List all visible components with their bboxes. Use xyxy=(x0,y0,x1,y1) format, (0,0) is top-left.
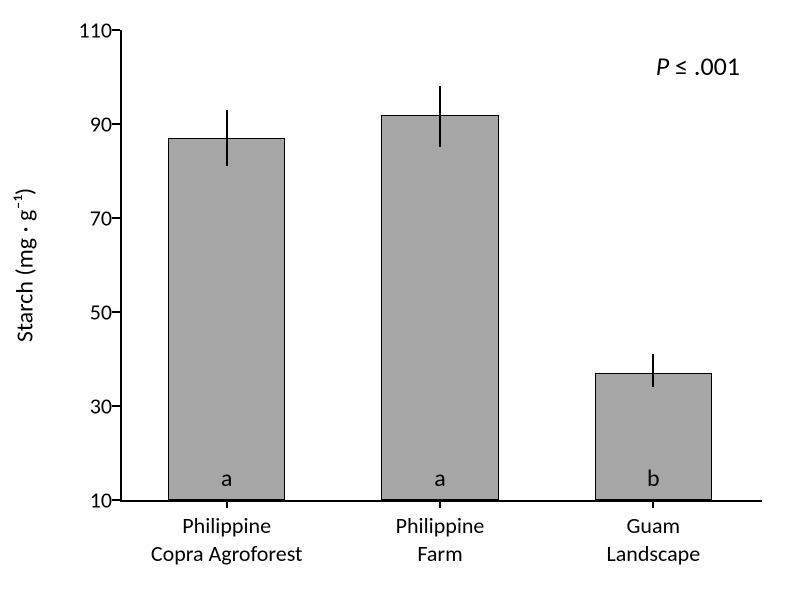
y-tick-label: 10 xyxy=(90,487,112,514)
y-axis-title: Starch (mg · g⁻¹) xyxy=(11,188,40,342)
error-bar xyxy=(652,354,654,387)
x-tick-label: Philippine Copra Agroforest xyxy=(151,512,303,567)
error-bar xyxy=(226,110,228,166)
x-tick-mark xyxy=(439,500,441,508)
p-value-annotation: P ≤ .001 xyxy=(656,50,740,82)
y-tick-label: 70 xyxy=(90,205,112,232)
y-tick-label: 110 xyxy=(79,17,112,44)
group-letter: b xyxy=(647,464,660,493)
group-letter: a xyxy=(221,464,233,493)
error-bar xyxy=(439,86,441,147)
p-value-prefix: P xyxy=(656,50,669,82)
y-tick-label: 30 xyxy=(90,393,112,420)
group-letter: a xyxy=(434,464,446,493)
y-tick-label: 50 xyxy=(90,299,112,326)
bar xyxy=(381,115,498,500)
x-tick-mark xyxy=(226,500,228,508)
starch-bar-chart: Starch (mg · g⁻¹) P ≤ .001 10 30 50 70 90 110… xyxy=(0,0,800,606)
y-tick-mark xyxy=(112,499,120,501)
x-tick-mark xyxy=(652,500,654,508)
y-tick-label: 90 xyxy=(90,111,112,138)
y-tick-mark xyxy=(112,29,120,31)
x-tick-label: Philippine Farm xyxy=(396,512,485,567)
y-tick-mark xyxy=(112,123,120,125)
y-tick-mark xyxy=(112,311,120,313)
y-tick-mark xyxy=(112,217,120,219)
bar xyxy=(168,138,285,500)
x-tick-label: Guam Landscape xyxy=(606,512,700,567)
y-tick-mark xyxy=(112,405,120,407)
p-value-rest: ≤ .001 xyxy=(669,50,740,82)
